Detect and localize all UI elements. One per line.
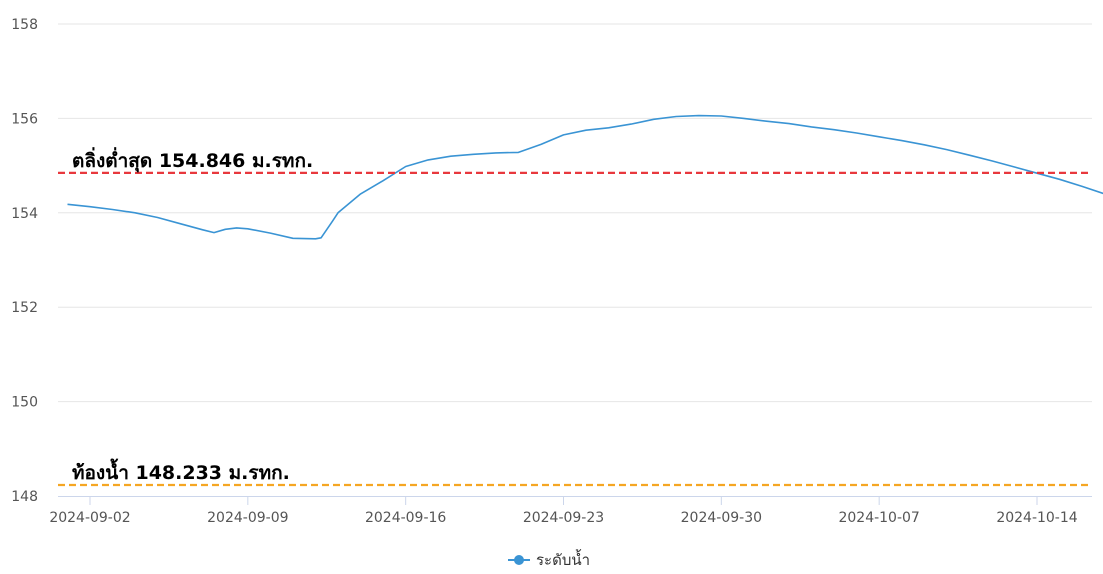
reference-line-label: ตลิ่งต่ำสุด 154.846 ม.รทก.: [72, 147, 313, 173]
grid-lines: [58, 23, 1092, 403]
y-tick-label: 156: [11, 111, 38, 127]
legend-marker-icon: [514, 555, 524, 565]
water-level-line: [67, 114, 1103, 240]
x-axis: 2024-09-02 2024-09-09 2024-09-16 2024-09-23…: [49, 496, 1078, 526]
x-tick-label: 2024-10-14: [996, 510, 1077, 526]
x-tick-label: 2024-09-02: [49, 510, 130, 526]
y-tick-label: 154: [11, 206, 38, 222]
y-axis: 148 150 152 154 156 158: [11, 17, 38, 505]
series-layer: [67, 114, 1103, 240]
legend-label: ระดับน้ำ: [536, 549, 590, 569]
x-tick-label: 2024-09-23: [523, 510, 604, 526]
x-tick-label: 2024-10-07: [838, 510, 919, 526]
x-tick-label: 2024-09-09: [207, 510, 288, 526]
reference-line-label: ท้องน้ำ 148.233 ม.รทก.: [72, 458, 290, 484]
x-tick-label: 2024-09-16: [365, 510, 446, 526]
x-tick-label: 2024-09-30: [681, 510, 762, 526]
y-tick-label: 152: [11, 300, 38, 316]
y-tick-label: 148: [11, 489, 38, 505]
y-tick-label: 150: [11, 395, 38, 411]
legend[interactable]: ระดับน้ำ: [508, 549, 590, 569]
reference-lines: ตลิ่งต่ำสุด 154.846 ม.รทก. ท้องน้ำ 148.23…: [58, 147, 1092, 487]
y-tick-label: 158: [11, 17, 38, 33]
